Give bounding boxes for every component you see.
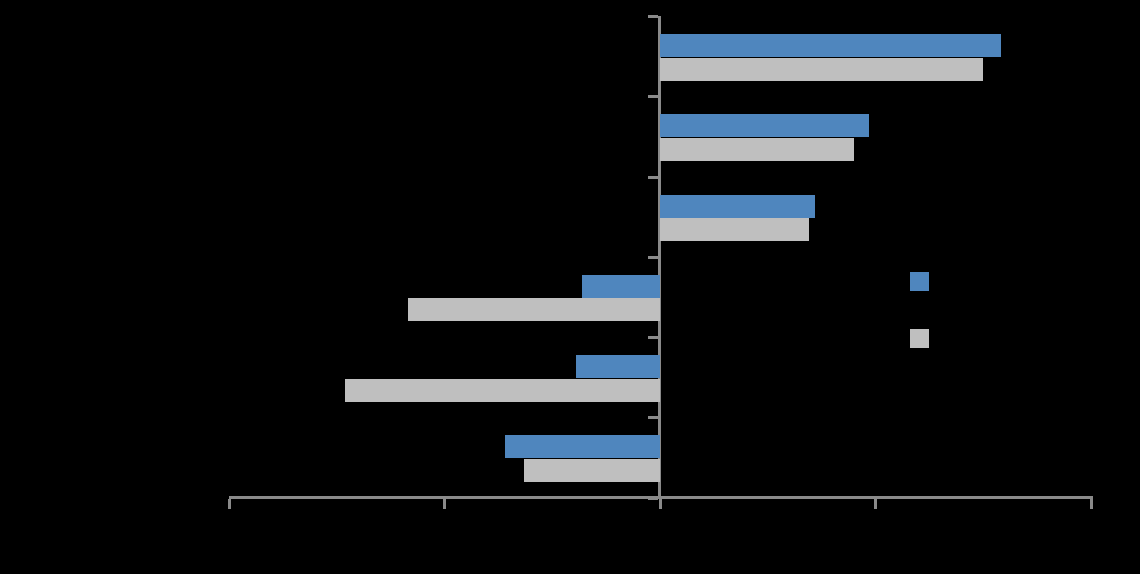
bar-series-2-cat1 [660,57,984,81]
bar-series-2-cat2 [660,137,854,161]
y-axis-tick [648,336,658,339]
y-axis-tick [648,255,658,259]
legend-swatch-2 [910,329,929,348]
bar-series-1-cat3 [660,194,816,218]
x-axis-tick [874,499,877,509]
bar-series-1-cat1 [660,34,1001,57]
bar-series-2-cat6 [524,458,660,482]
y-axis-tick [648,416,658,420]
x-axis-tick [227,499,231,509]
x-axis-line [229,496,1093,499]
y-axis-tick [648,496,658,500]
x-axis-tick [658,499,662,509]
bar-series-1-cat5 [576,355,660,378]
y-axis-tick [648,175,658,179]
y-axis-line [658,16,661,499]
bar-series-2-cat5 [345,378,660,402]
x-axis-tick [1089,499,1093,509]
bar-series-1-cat4 [582,274,660,298]
bar-series-1-cat6 [504,435,660,459]
bar-series-1-cat2 [660,114,869,138]
bar-series-2-cat3 [660,218,809,241]
y-axis-tick [648,15,658,18]
x-axis-tick [443,499,446,509]
legend-swatch-1 [910,272,929,291]
y-axis-tick [648,95,658,99]
bar-series-2-cat4 [407,298,660,322]
